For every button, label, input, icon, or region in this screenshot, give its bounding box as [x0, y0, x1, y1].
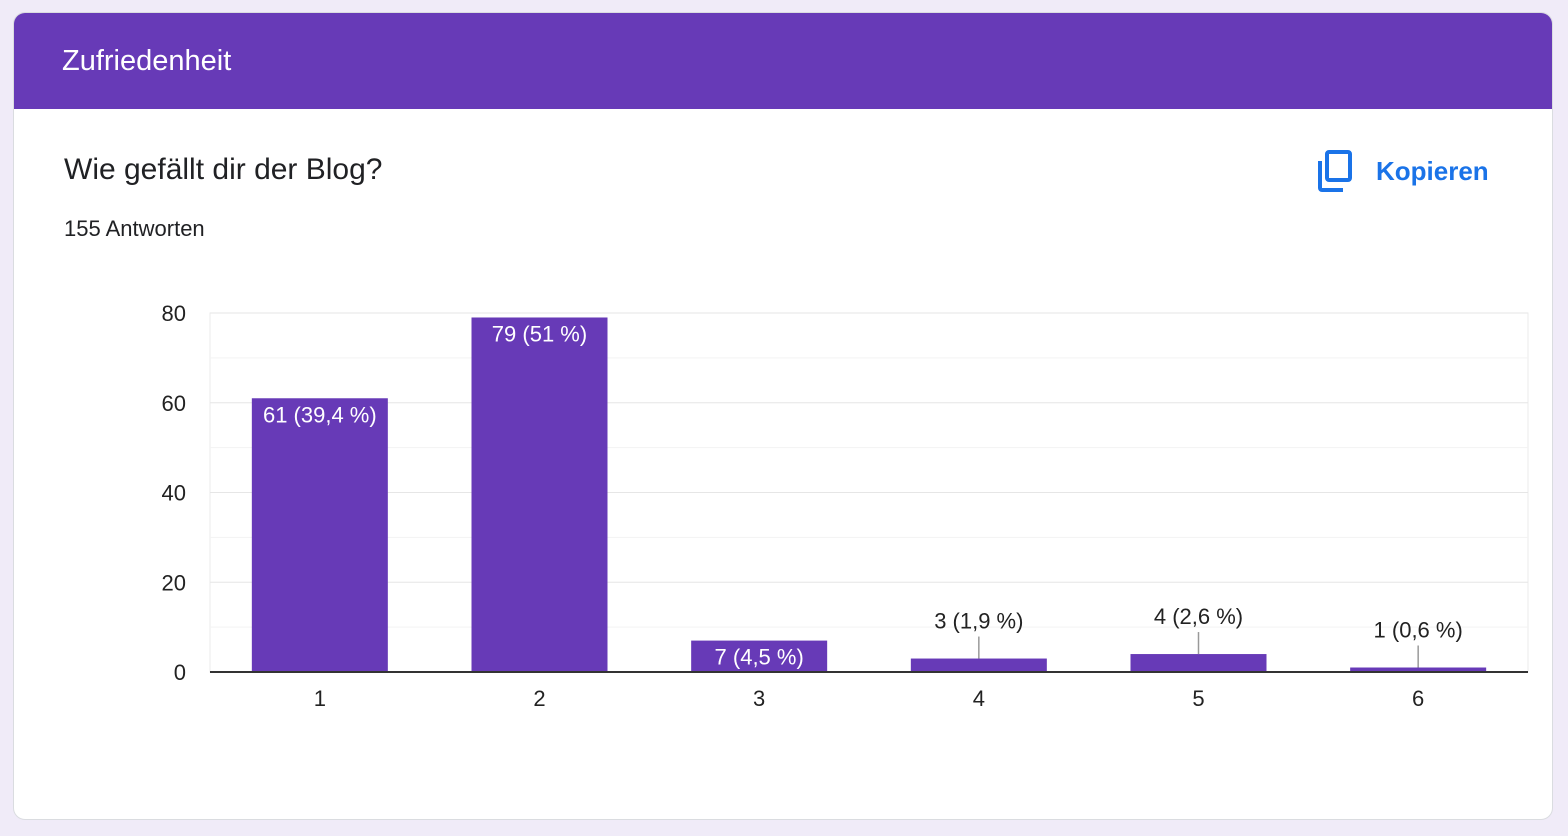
bar: [691, 640, 828, 672]
y-tick-label: 20: [162, 570, 186, 595]
copy-label: Kopieren: [1376, 155, 1489, 186]
bar: [471, 317, 608, 672]
response-count: 155 Antworten: [64, 216, 205, 241]
copy-button[interactable]: Kopieren: [1310, 147, 1495, 195]
data-label: 79 (51 %): [492, 321, 587, 346]
x-tick-label: 1: [314, 686, 326, 711]
y-tick-label: 40: [162, 481, 186, 506]
data-label: 3 (1,9 %): [934, 609, 1023, 634]
x-tick-label: 2: [533, 686, 545, 711]
y-tick-label: 80: [162, 301, 186, 326]
x-tick-label: 6: [1412, 686, 1424, 711]
y-tick-label: 60: [162, 391, 186, 416]
bar-chart: 0 20 40 60 80 61 (39,4 %) 1 79 (51 %) 2 7 (4,5 %)…: [162, 301, 1529, 711]
section-header: Zufriedenheit: [14, 13, 1552, 109]
data-label: 7 (4,5 %): [715, 645, 804, 670]
data-label: 1 (0,6 %): [1374, 618, 1463, 643]
copy-icon: [1316, 149, 1356, 193]
bar: [1350, 667, 1487, 672]
data-label: 61 (39,4 %): [263, 402, 377, 427]
bar: [251, 398, 388, 672]
question-title: Wie gefällt dir der Blog?: [64, 153, 383, 186]
y-tick-label: 0: [174, 660, 186, 685]
bar: [1130, 654, 1267, 672]
x-tick-label: 5: [1192, 686, 1204, 711]
bar: [910, 658, 1047, 672]
x-tick-label: 4: [973, 686, 985, 711]
data-label: 4 (2,6 %): [1154, 604, 1243, 629]
x-tick-label: 3: [753, 686, 765, 711]
results-card: Zufriedenheit Wie gefällt dir der Blog? …: [13, 12, 1553, 820]
section-title: Zufriedenheit: [62, 44, 232, 77]
